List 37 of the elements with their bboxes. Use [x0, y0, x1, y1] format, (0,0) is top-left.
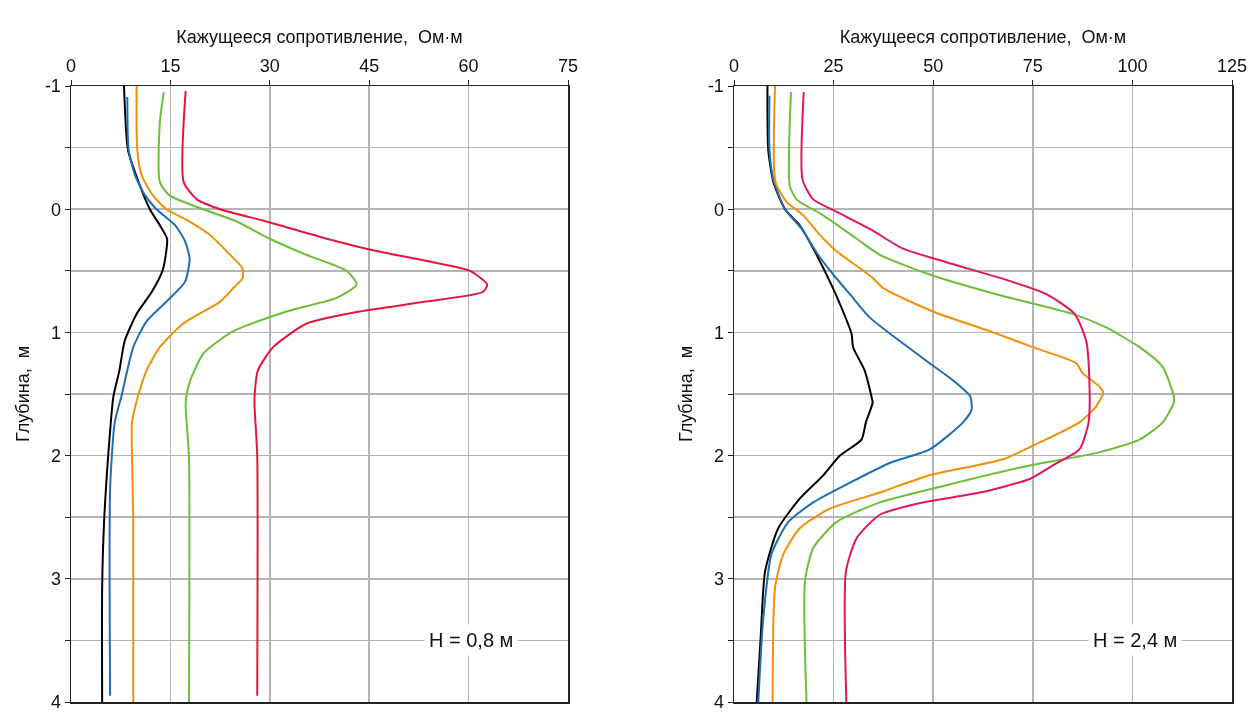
x-tick-label: 100 [1117, 56, 1148, 77]
x-tick-label: 0 [728, 56, 740, 77]
y-tick-label: 4 [50, 692, 61, 713]
line-series [157, 91, 358, 702]
y-tick-label: 0 [50, 199, 61, 220]
y-tick-label: 2 [50, 445, 61, 466]
x-tick-label: 60 [458, 56, 479, 77]
y-tick-label: 3 [50, 569, 61, 590]
y-tick-label: 4 [713, 692, 724, 713]
line-series [101, 86, 169, 702]
y-tick-label: 1 [50, 322, 61, 343]
x-tick-label: 75 [557, 56, 579, 77]
x-tick-label: 45 [359, 56, 380, 77]
x-tick-label: 25 [823, 56, 844, 77]
x-axis-title: Кажущееся сопротивление, Ом·м [839, 26, 1127, 47]
y-tick-label: -1 [44, 76, 61, 97]
y-tick-label: 2 [713, 445, 724, 466]
y-tick-label: -1 [707, 76, 724, 97]
line-series [755, 86, 874, 702]
y-axis-title: Глубина, м [676, 345, 697, 443]
y-axis-title: Глубина, м [13, 345, 34, 443]
x-tick-label: 15 [160, 56, 181, 77]
line-series [787, 91, 1176, 702]
x-tick-label: 30 [259, 56, 280, 77]
annotation: H = 0,8 м [429, 629, 514, 651]
line-series [757, 94, 973, 702]
x-tick-label: 0 [65, 56, 77, 77]
y-tick-label: 3 [713, 569, 724, 590]
y-tick-label: 0 [713, 199, 724, 220]
y-tick-label: 1 [713, 322, 724, 343]
x-tick-label: 75 [1022, 56, 1043, 77]
x-tick-label: 50 [923, 56, 944, 77]
x-axis-title: Кажущееся сопротивление, Ом·м [176, 26, 463, 47]
line-series [108, 96, 191, 697]
line-series [130, 86, 244, 702]
x-tick-label: 125 [1216, 56, 1248, 77]
annotation: H = 2,4 м [1093, 629, 1178, 651]
